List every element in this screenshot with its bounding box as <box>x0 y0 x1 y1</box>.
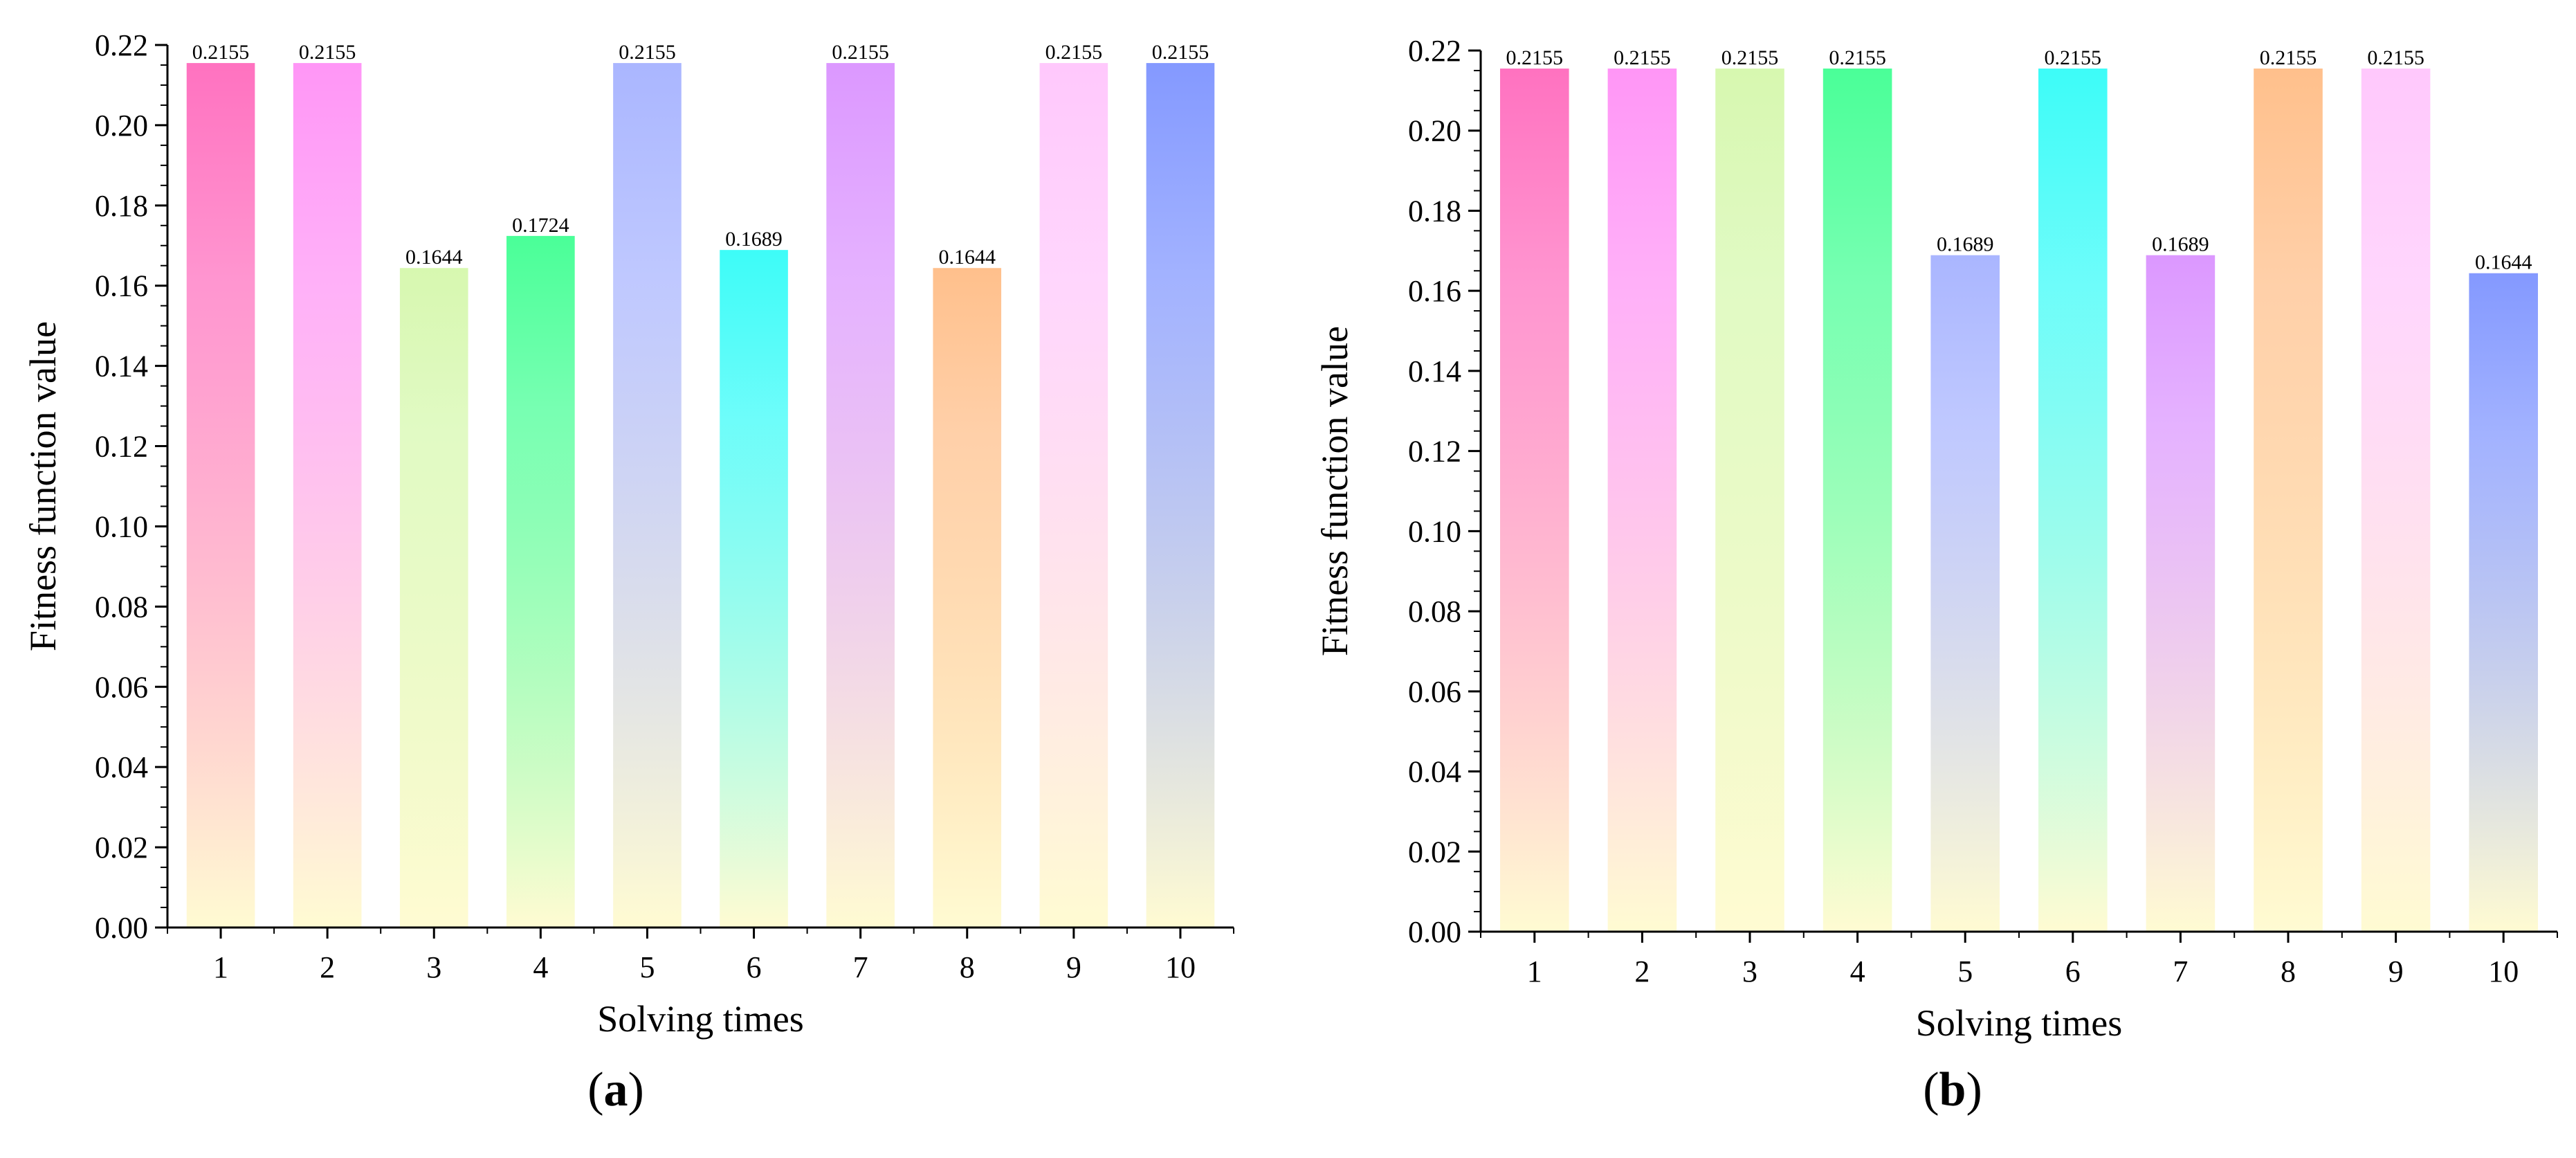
x-axis-title: Solving times <box>597 998 804 1040</box>
data-label-2: 0.2155 <box>1614 46 1671 69</box>
y-tick-label: 0.10 <box>95 509 148 543</box>
bar-2 <box>293 63 362 928</box>
panel-a-caption: (a) <box>587 1063 644 1116</box>
bar-6 <box>720 250 788 928</box>
y-tick-label: 0.20 <box>95 109 148 143</box>
y-tick-label: 0.16 <box>1408 274 1461 308</box>
y-tick-label: 0.04 <box>95 750 148 784</box>
y-tick-label: 0.22 <box>95 28 148 62</box>
x-tick-label-3: 3 <box>1742 955 1757 988</box>
bar-5 <box>613 63 682 928</box>
bar-2 <box>1607 69 1677 932</box>
x-tick-label-6: 6 <box>2065 955 2081 988</box>
x-tick-label-2: 2 <box>1634 955 1650 988</box>
data-label-1: 0.2155 <box>1506 46 1564 69</box>
data-label-7: 0.2155 <box>832 41 889 64</box>
data-label-6: 0.2155 <box>2045 46 2102 69</box>
y-tick-label: 0.00 <box>1408 915 1461 949</box>
y-tick-label: 0.02 <box>95 831 148 865</box>
bar-5 <box>1930 255 2000 932</box>
y-tick-label: 0.00 <box>95 911 148 945</box>
data-label-2: 0.2155 <box>299 41 356 64</box>
data-label-4: 0.2155 <box>1829 46 1886 69</box>
x-tick-label-6: 6 <box>747 950 762 984</box>
x-tick-label-2: 2 <box>320 950 335 984</box>
y-tick-label: 0.02 <box>1408 835 1461 869</box>
chart-b-svg: 0.2155 0.2155 0.2155 0.21550.16890.21550.16… <box>1314 34 2558 1044</box>
x-tick-label-4: 4 <box>1850 955 1865 988</box>
bar-3 <box>1715 69 1784 932</box>
bar-8 <box>2254 69 2323 932</box>
data-label-5: 0.2155 <box>619 41 676 64</box>
y-tick-label: 0.14 <box>95 350 148 383</box>
y-tick-label: 0.14 <box>1408 354 1461 388</box>
x-tick-label-1: 1 <box>213 950 228 984</box>
x-tick-label-5: 5 <box>1957 955 1973 988</box>
data-label-8: 0.1644 <box>939 246 996 269</box>
data-label-10: 0.1644 <box>2475 251 2532 274</box>
x-tick-label-3: 3 <box>426 950 441 984</box>
x-tick-label-5: 5 <box>639 950 655 984</box>
chart-a-svg: 0.2155 0.21550.16440.17240.21550.16890.21… <box>22 28 1234 1040</box>
y-tick-label: 0.06 <box>1408 675 1461 709</box>
x-tick-label-8: 8 <box>960 950 975 984</box>
data-label-6: 0.1689 <box>725 228 783 251</box>
x-tick-label-8: 8 <box>2281 955 2296 988</box>
bar-4 <box>1823 69 1892 932</box>
bar-1 <box>1500 69 1569 932</box>
bar-6 <box>2038 69 2108 932</box>
y-tick-label: 0.06 <box>95 670 148 704</box>
bar-10 <box>2469 273 2538 932</box>
bar-8 <box>933 268 1002 928</box>
y-tick-label: 0.18 <box>1408 194 1461 228</box>
bar-9 <box>1039 63 1108 928</box>
panel-b-caption: (b) <box>1923 1063 1982 1116</box>
bar-3 <box>399 268 468 928</box>
x-tick-label-9: 9 <box>2388 955 2404 988</box>
data-label-7: 0.1689 <box>2152 233 2209 256</box>
data-label-3: 0.1644 <box>405 246 463 269</box>
data-label-9: 0.2155 <box>1045 41 1103 64</box>
y-axis-title: Fitness function value <box>1314 326 1355 656</box>
y-tick-label: 0.22 <box>1408 34 1461 68</box>
data-label-3: 0.2155 <box>1721 46 1779 69</box>
y-tick-label: 0.20 <box>1408 114 1461 148</box>
bar-9 <box>2361 69 2431 932</box>
x-tick-label-7: 7 <box>2173 955 2188 988</box>
bar-10 <box>1146 63 1215 928</box>
panel-a-letter: a <box>603 1063 628 1116</box>
y-tick-label: 0.04 <box>1408 755 1461 789</box>
y-tick-label: 0.08 <box>1408 595 1461 628</box>
bar-4 <box>506 235 575 928</box>
x-tick-label-1: 1 <box>1527 955 1542 988</box>
x-tick-label-10: 10 <box>2488 955 2519 988</box>
chart-panel-a: 0.2155 0.2155 0.1644 0.1724 0.2155 0.1689 0.21… <box>0 0 1287 1158</box>
y-tick-label: 0.12 <box>95 430 148 464</box>
y-tick-label: 0.10 <box>1408 514 1461 548</box>
data-label-9: 0.2155 <box>2367 46 2424 69</box>
x-tick-label-9: 9 <box>1066 950 1081 984</box>
data-label-8: 0.2155 <box>2260 46 2317 69</box>
data-label-4: 0.1724 <box>512 214 569 237</box>
data-label-1: 0.2155 <box>192 41 250 64</box>
panel-b-letter: b <box>1939 1063 1966 1116</box>
bar-7 <box>826 63 895 928</box>
y-tick-label: 0.18 <box>95 189 148 223</box>
y-axis-title: Fitness function value <box>22 321 64 651</box>
chart-panel-b: 0.2155 0.2155 0.2155 0.2155 0.1689 0.2155 0.16… <box>1288 0 2575 1158</box>
bar-1 <box>186 63 255 928</box>
bar-7 <box>2146 255 2216 932</box>
x-axis-title: Solving times <box>1916 1002 2123 1044</box>
y-tick-label: 0.12 <box>1408 435 1461 469</box>
x-tick-label-4: 4 <box>533 950 548 984</box>
data-label-5: 0.1689 <box>1937 233 1994 256</box>
x-tick-label-10: 10 <box>1165 950 1196 984</box>
y-tick-label: 0.08 <box>95 590 148 624</box>
data-label-10: 0.2155 <box>1152 41 1209 64</box>
x-tick-label-7: 7 <box>853 950 868 984</box>
y-tick-label: 0.16 <box>95 269 148 303</box>
